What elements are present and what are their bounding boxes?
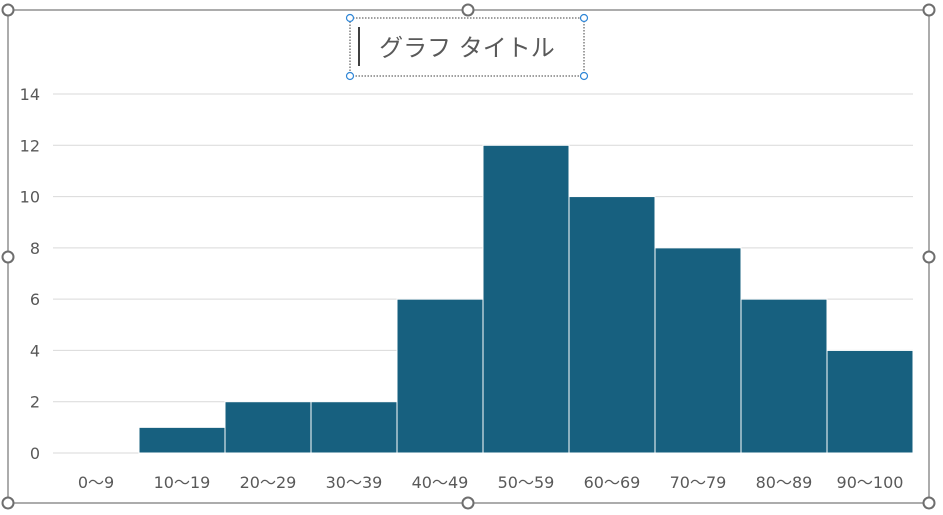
x-axis-tick-labels: 0〜9 10〜19 20〜29 30〜39 40〜49 50〜59 60〜69 70〜79 80… bbox=[78, 473, 904, 492]
bar-3[interactable] bbox=[310, 401, 398, 454]
chart-title[interactable]: グラフ タイトル bbox=[379, 34, 555, 62]
y-tick-label: 10 bbox=[20, 188, 40, 207]
bar-6[interactable] bbox=[568, 196, 656, 454]
x-tick-label: 80〜89 bbox=[756, 473, 813, 492]
x-tick-label: 20〜29 bbox=[240, 473, 297, 492]
bar-8[interactable] bbox=[740, 298, 828, 454]
chart-title-box[interactable] bbox=[349, 17, 585, 77]
bars[interactable] bbox=[138, 144, 914, 454]
title-resize-handle-br[interactable] bbox=[579, 71, 589, 81]
bar-5[interactable] bbox=[482, 144, 570, 454]
resize-handle-bottom-right[interactable] bbox=[922, 496, 936, 510]
resize-handle-top-right[interactable] bbox=[922, 3, 936, 17]
title-resize-handle-tl[interactable] bbox=[345, 13, 355, 23]
y-tick-label: 8 bbox=[30, 239, 40, 258]
bar-7[interactable] bbox=[654, 247, 742, 454]
title-resize-handle-bl[interactable] bbox=[345, 71, 355, 81]
bar-4[interactable] bbox=[396, 298, 484, 454]
y-tick-label: 14 bbox=[20, 85, 40, 104]
x-tick-label: 70〜79 bbox=[670, 473, 727, 492]
y-axis-tick-labels: 0 2 4 6 8 10 12 14 bbox=[20, 85, 40, 463]
bar-9[interactable] bbox=[826, 349, 914, 454]
x-tick-label: 0〜9 bbox=[78, 473, 114, 492]
title-resize-handle-tr[interactable] bbox=[579, 13, 589, 23]
y-tick-label: 4 bbox=[30, 341, 40, 360]
resize-handle-middle-left[interactable] bbox=[1, 250, 15, 264]
x-tick-label: 40〜49 bbox=[412, 473, 469, 492]
chart-title-group[interactable]: グラフ タイトル bbox=[345, 13, 589, 81]
resize-handle-middle-right[interactable] bbox=[922, 250, 936, 264]
y-tick-label: 12 bbox=[20, 136, 40, 155]
x-tick-label: 30〜39 bbox=[326, 473, 383, 492]
resize-handle-top-left[interactable] bbox=[1, 3, 15, 17]
resize-handle-bottom-center[interactable] bbox=[461, 496, 475, 510]
resize-handle-top-center[interactable] bbox=[461, 3, 475, 17]
y-tick-label: 0 bbox=[30, 444, 40, 463]
x-tick-label: 90〜100 bbox=[837, 473, 904, 492]
y-tick-label: 2 bbox=[30, 393, 40, 412]
x-tick-label: 50〜59 bbox=[498, 473, 555, 492]
bar-1[interactable] bbox=[138, 426, 226, 454]
y-tick-label: 6 bbox=[30, 290, 40, 309]
bar-2[interactable] bbox=[224, 401, 312, 454]
x-tick-label: 10〜19 bbox=[154, 473, 211, 492]
x-tick-label: 60〜69 bbox=[584, 473, 641, 492]
resize-handle-bottom-left[interactable] bbox=[1, 496, 15, 510]
